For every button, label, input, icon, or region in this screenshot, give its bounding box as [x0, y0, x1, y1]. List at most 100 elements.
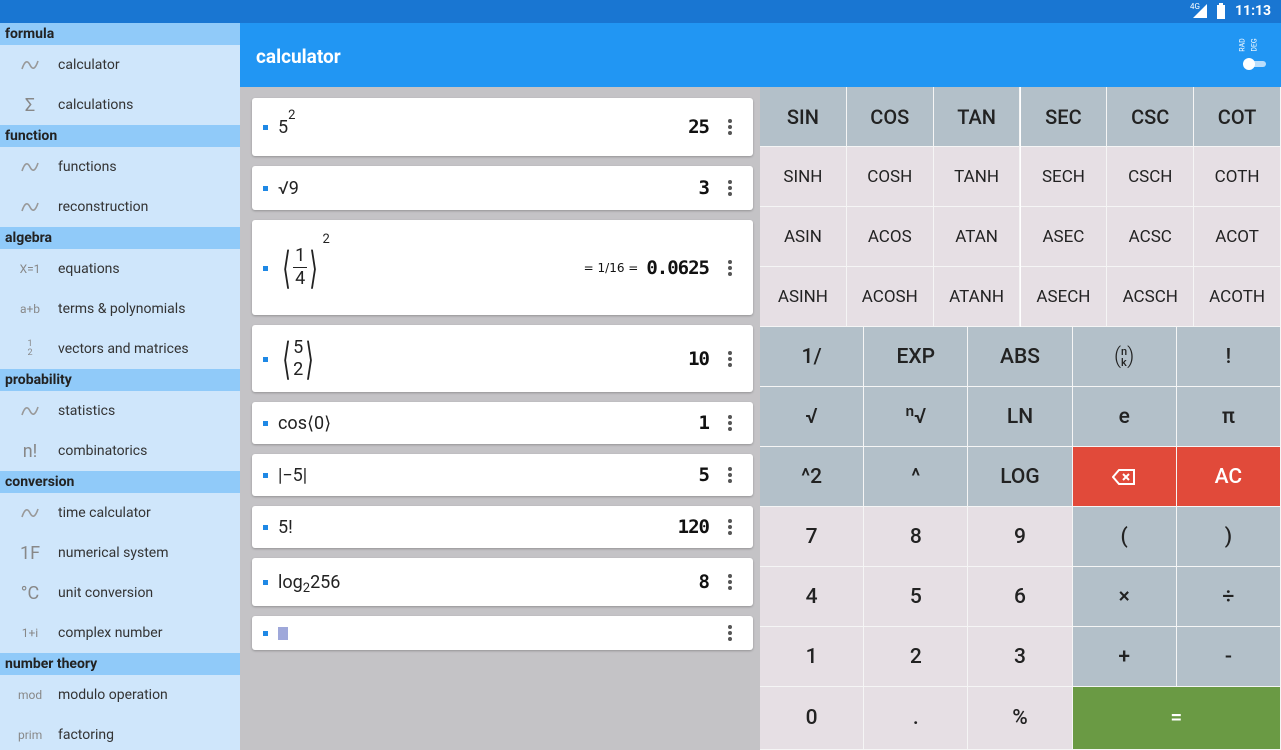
- key[interactable]: 7: [760, 507, 865, 567]
- history-card[interactable]: 5 2 25: [252, 98, 753, 156]
- trig-key[interactable]: ASINH: [760, 267, 847, 327]
- paren: ): [1127, 344, 1135, 369]
- key[interactable]: .: [864, 687, 969, 750]
- nav-item[interactable]: n! combinatorics: [0, 431, 240, 471]
- trig-key[interactable]: ACSCH: [1107, 267, 1195, 327]
- key[interactable]: =: [1072, 687, 1281, 750]
- trig-key[interactable]: ACOT: [1194, 207, 1281, 267]
- key[interactable]: ÷: [1176, 567, 1281, 627]
- nav-item[interactable]: time calculator: [0, 493, 240, 533]
- key[interactable]: e: [1072, 387, 1177, 447]
- key[interactable]: !: [1176, 327, 1281, 387]
- nav-item[interactable]: functions: [0, 147, 240, 187]
- trig-key[interactable]: COS: [846, 87, 934, 147]
- history-card[interactable]: ⟨ 1 4 ⟩ 2 = 1/16 = 0.0625: [252, 220, 753, 315]
- expr-text: 256: [310, 571, 341, 593]
- menu-button[interactable]: [728, 350, 732, 367]
- history-card[interactable]: log 2 256 8: [252, 558, 753, 606]
- trig-key[interactable]: ACOTH: [1194, 267, 1281, 327]
- nav-item[interactable]: 1F numerical system: [0, 533, 240, 573]
- menu-button[interactable]: [728, 415, 732, 431]
- key[interactable]: 3: [968, 627, 1073, 687]
- key[interactable]: +: [1072, 627, 1177, 687]
- key[interactable]: ×: [1072, 567, 1177, 627]
- trig-key[interactable]: SECH: [1020, 147, 1108, 207]
- nav-item[interactable]: statistics: [0, 391, 240, 431]
- trig-key[interactable]: CSC: [1107, 87, 1195, 147]
- menu-button[interactable]: [728, 180, 732, 196]
- trig-key[interactable]: ASEC: [1020, 207, 1108, 267]
- mode-label: DEG: [1250, 38, 1259, 52]
- key[interactable]: (n k): [1072, 327, 1177, 387]
- section-header: number theory: [0, 653, 240, 675]
- menu-button[interactable]: [728, 467, 732, 483]
- history-card[interactable]: √9 3: [252, 166, 753, 210]
- bracket: ⟩: [305, 332, 315, 385]
- menu-button[interactable]: [728, 519, 732, 535]
- trig-key[interactable]: SIN: [760, 87, 847, 147]
- nav-item[interactable]: 1 2 vectors and matrices: [0, 329, 240, 369]
- key[interactable]: 5: [864, 567, 969, 627]
- trig-key[interactable]: ATANH: [933, 267, 1021, 327]
- menu-button[interactable]: [728, 259, 732, 276]
- menu-button[interactable]: [728, 574, 732, 590]
- key[interactable]: 9: [968, 507, 1073, 567]
- trig-key[interactable]: CSCH: [1107, 147, 1195, 207]
- trig-key[interactable]: ACOS: [846, 207, 934, 267]
- key[interactable]: ⁿ√: [864, 387, 969, 447]
- key[interactable]: ^2: [760, 447, 865, 507]
- key[interactable]: 1: [760, 627, 865, 687]
- nav-item[interactable]: °C unit conversion: [0, 573, 240, 613]
- nav-item[interactable]: calculator: [0, 45, 240, 85]
- nav-item[interactable]: reconstruction: [0, 187, 240, 227]
- menu-button[interactable]: [728, 119, 732, 135]
- trig-key[interactable]: ASIN: [760, 207, 847, 267]
- trig-key[interactable]: COT: [1194, 87, 1281, 147]
- menu-button[interactable]: [728, 625, 732, 641]
- trig-key[interactable]: SEC: [1020, 87, 1108, 147]
- trig-key[interactable]: ACSC: [1107, 207, 1195, 267]
- trig-key[interactable]: COSH: [846, 147, 934, 207]
- key[interactable]: 1/: [760, 327, 865, 387]
- menu-dot: [728, 574, 732, 578]
- history-card[interactable]: |−5| 5: [252, 454, 753, 496]
- key[interactable]: ABS: [968, 327, 1073, 387]
- key[interactable]: 6: [968, 567, 1073, 627]
- key[interactable]: AC: [1176, 447, 1281, 507]
- key[interactable]: %: [968, 687, 1073, 750]
- key[interactable]: 8: [864, 507, 969, 567]
- key[interactable]: EXP: [864, 327, 969, 387]
- trig-key[interactable]: ATAN: [933, 207, 1021, 267]
- history-card[interactable]: [252, 616, 753, 650]
- key[interactable]: 2: [864, 627, 969, 687]
- key[interactable]: 0: [760, 687, 865, 750]
- key[interactable]: 4: [760, 567, 865, 627]
- trig-key[interactable]: TAN: [933, 87, 1021, 147]
- nav-item[interactable]: X=1 equations: [0, 249, 240, 289]
- history-card[interactable]: cos⟨0⟩ 1: [252, 402, 753, 444]
- key[interactable]: [1072, 447, 1177, 507]
- key[interactable]: -: [1176, 627, 1281, 687]
- nav-item[interactable]: prim factoring: [0, 715, 240, 750]
- trig-key[interactable]: COTH: [1194, 147, 1281, 207]
- key[interactable]: LOG: [968, 447, 1073, 507]
- trig-key[interactable]: ACOSH: [846, 267, 934, 327]
- key[interactable]: LN: [968, 387, 1073, 447]
- nav-item[interactable]: a+b terms & polynomials: [0, 289, 240, 329]
- history-card[interactable]: 5! 120: [252, 506, 753, 548]
- key[interactable]: ): [1176, 507, 1281, 567]
- key[interactable]: ^: [864, 447, 969, 507]
- trig-key[interactable]: ASECH: [1020, 267, 1108, 327]
- mode-toggle[interactable]: [1242, 57, 1268, 71]
- trig-key[interactable]: SINH: [760, 147, 847, 207]
- nav-item[interactable]: 1+i complex number: [0, 613, 240, 653]
- key[interactable]: (: [1072, 507, 1177, 567]
- history-card[interactable]: ⟨ 5 2 ⟩ 10: [252, 325, 753, 392]
- trig-key[interactable]: TANH: [933, 147, 1021, 207]
- key[interactable]: π: [1176, 387, 1281, 447]
- result: = 1/16 = 0.0625: [584, 220, 710, 315]
- key[interactable]: √: [760, 387, 865, 447]
- nav-item[interactable]: mod modulo operation: [0, 675, 240, 715]
